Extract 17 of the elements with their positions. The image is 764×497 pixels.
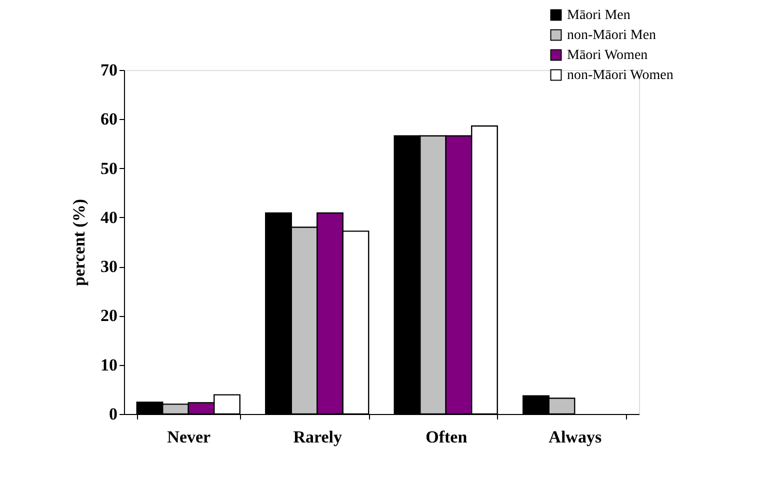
y-tick-label: 30 (100, 257, 118, 276)
y-tick-label: 50 (100, 158, 118, 178)
y-axis-title: percent (%) (70, 198, 88, 286)
y-tick-label: 70 (100, 60, 118, 80)
y-tick-label: 60 (100, 110, 118, 129)
legend-label: non-Māori Men (567, 28, 656, 43)
y-tick-label: 10 (100, 355, 118, 374)
y-tick-label: 0 (109, 404, 118, 424)
x-tick-label: Often (426, 428, 468, 446)
y-tick-label: 20 (100, 306, 118, 326)
x-tick-label: Rarely (293, 428, 343, 446)
legend-label: Māori Women (567, 48, 648, 63)
y-tick-label: 40 (100, 208, 118, 227)
legend-label: Māori Men (567, 8, 630, 23)
x-tick-label: Always (548, 428, 602, 446)
x-tick-label: Never (167, 428, 212, 446)
legend-label: non-Māori Women (567, 68, 674, 83)
